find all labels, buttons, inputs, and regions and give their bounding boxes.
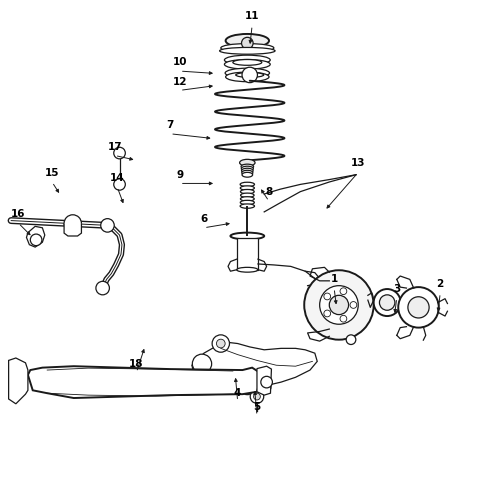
Circle shape xyxy=(114,147,125,159)
Ellipse shape xyxy=(224,55,270,65)
Ellipse shape xyxy=(225,72,269,82)
Ellipse shape xyxy=(242,170,252,175)
Text: 11: 11 xyxy=(244,11,259,21)
Text: 17: 17 xyxy=(107,142,122,152)
Circle shape xyxy=(339,288,346,294)
Text: 13: 13 xyxy=(350,159,365,169)
Text: 5: 5 xyxy=(253,402,260,412)
Text: 15: 15 xyxy=(45,168,59,178)
Ellipse shape xyxy=(241,166,253,171)
Polygon shape xyxy=(9,358,28,404)
Circle shape xyxy=(349,301,356,308)
Circle shape xyxy=(241,37,253,49)
Circle shape xyxy=(96,281,109,295)
Polygon shape xyxy=(28,366,261,398)
Text: 2: 2 xyxy=(436,279,443,289)
Polygon shape xyxy=(192,342,317,387)
Text: 16: 16 xyxy=(11,209,26,219)
Ellipse shape xyxy=(240,186,254,190)
Circle shape xyxy=(319,285,358,324)
Ellipse shape xyxy=(236,267,257,272)
Circle shape xyxy=(101,219,114,232)
Circle shape xyxy=(346,335,355,344)
Circle shape xyxy=(239,379,255,395)
Ellipse shape xyxy=(240,200,254,205)
Ellipse shape xyxy=(241,164,253,169)
Ellipse shape xyxy=(235,72,263,77)
Ellipse shape xyxy=(240,193,254,198)
Ellipse shape xyxy=(230,233,264,240)
Ellipse shape xyxy=(240,190,254,194)
Ellipse shape xyxy=(241,168,253,173)
Circle shape xyxy=(114,179,125,190)
Circle shape xyxy=(397,287,438,328)
Circle shape xyxy=(216,339,225,348)
Ellipse shape xyxy=(240,204,254,208)
Text: 1: 1 xyxy=(330,274,337,284)
Text: 12: 12 xyxy=(172,76,187,86)
Circle shape xyxy=(30,234,42,246)
Ellipse shape xyxy=(240,182,254,187)
Ellipse shape xyxy=(224,59,270,69)
Circle shape xyxy=(339,315,346,322)
Circle shape xyxy=(373,289,400,316)
Circle shape xyxy=(243,383,251,391)
Ellipse shape xyxy=(232,59,261,65)
Circle shape xyxy=(303,270,373,340)
Text: 10: 10 xyxy=(172,57,187,67)
Circle shape xyxy=(212,335,229,352)
Circle shape xyxy=(407,297,428,318)
Text: 18: 18 xyxy=(129,359,143,369)
Text: 7: 7 xyxy=(166,120,173,130)
Text: 14: 14 xyxy=(109,173,124,183)
Text: 4: 4 xyxy=(233,388,241,398)
Ellipse shape xyxy=(219,47,274,54)
Polygon shape xyxy=(27,227,45,247)
Circle shape xyxy=(260,376,272,388)
Circle shape xyxy=(242,67,257,83)
Ellipse shape xyxy=(239,159,255,166)
Circle shape xyxy=(260,384,267,390)
Circle shape xyxy=(323,310,330,317)
Circle shape xyxy=(253,393,260,400)
Text: 3: 3 xyxy=(393,284,400,294)
Circle shape xyxy=(250,390,263,403)
Circle shape xyxy=(323,293,330,300)
Ellipse shape xyxy=(225,68,269,78)
Polygon shape xyxy=(236,238,257,270)
Polygon shape xyxy=(257,366,271,395)
Ellipse shape xyxy=(220,43,273,52)
Ellipse shape xyxy=(242,172,252,177)
Circle shape xyxy=(378,295,394,310)
Circle shape xyxy=(192,354,211,373)
Circle shape xyxy=(329,295,348,314)
Polygon shape xyxy=(64,224,81,236)
Circle shape xyxy=(64,215,81,232)
Ellipse shape xyxy=(240,197,254,201)
Text: 6: 6 xyxy=(200,214,207,224)
Text: 8: 8 xyxy=(265,188,272,198)
Ellipse shape xyxy=(225,34,269,47)
Text: 9: 9 xyxy=(176,170,183,180)
Circle shape xyxy=(257,380,271,394)
